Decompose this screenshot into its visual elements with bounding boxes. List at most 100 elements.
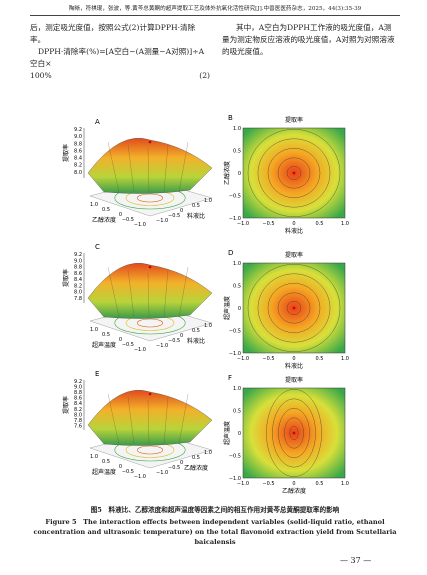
y-tick-label: 0 [180,460,183,466]
x-tick-label: −0.5 [262,221,274,227]
contour-line [247,129,341,217]
y-tick-label: 1.0 [233,386,241,392]
mesh-line [107,141,120,193]
z-label: 提取率 [62,396,70,414]
surface [87,262,213,319]
caption-en: Figure 5 The interaction effects between… [33,518,397,546]
y-tick-label: 1.0 [204,450,212,456]
body-right: 其中，A空白为DPPH工作液的吸光度值，A测量为测定物反应溶液的吸光度值，A对照… [222,23,395,56]
contour-title: 提取率 [285,376,303,384]
contour-title: 提取率 [285,251,303,259]
x-axis-label: 料液比 [285,362,303,370]
x-axis-label: 乙醇浓度 [282,487,306,495]
contour-line [247,264,341,352]
x-axis-label: 超声温度 [92,468,116,476]
x-tick-label: 1.0 [90,454,98,460]
contour-line [284,417,304,449]
design-point [148,392,152,396]
contour-line [257,273,331,343]
y-tick-label: 0.5 [233,284,241,290]
panel-letter: F [228,374,232,382]
x-tick-label: 0 [119,337,122,343]
y-tick-label: 0.5 [233,409,241,415]
floor-contour [136,445,164,455]
running-header: 陶晰，符祺琨，张波，等.黄芩总黄酮的超声提取工艺及体外抗氧化活性研究[J].中兽… [30,4,400,16]
z-tick-label: 8.4 [74,277,82,283]
y-tick-label: 0.5 [192,455,200,461]
y-tick-label: 0 [238,171,241,177]
x-tick-label: 1.0 [341,481,349,487]
y-tick-label: 0 [180,208,183,214]
z-tick-label: 8.2 [74,283,82,289]
y-tick-label: −0.5 [168,213,180,219]
y-axis-label: 料液比 [187,337,205,345]
x-tick-label: 1.0 [90,202,98,208]
z-label: 提取率 [62,144,70,162]
z-tick-label: 9.2 [74,252,82,258]
x-tick-label: −1.0 [237,481,249,487]
mesh-line [147,147,150,193]
mesh-line [107,266,120,318]
mesh-line [107,393,120,445]
contour-title: 提取率 [285,116,303,124]
contour-line [286,301,302,315]
x-tick-label: 0 [119,212,122,218]
y-tick-label: 0.5 [233,149,241,155]
design-point [292,431,296,435]
y-tick-label: −0.5 [229,329,241,335]
design-point [148,140,152,144]
mesh-line [163,396,169,445]
panel-letter: C [95,243,100,251]
contour-line [257,138,331,208]
mesh-line [147,272,150,318]
contour-line [289,426,299,440]
panel-letter: A [95,118,100,126]
z-tick-label: 7.8 [74,418,82,424]
mesh-line [147,399,150,445]
body-left: 后，测定吸光度值，按照公式(2)计算DPPH·清除率。 DPPH·清除率(%)=… [30,22,210,82]
text-line: 后，测定吸光度值，按照公式(2)计算DPPH·清除率。 [30,23,196,44]
equation: DPPH·清除率(%)=[A空白−(A测量−A对照)]÷A空白× [30,47,205,68]
y-axis-label: 乙醇浓度 [184,464,208,472]
y-tick-label: 0 [180,333,183,339]
x-tick-label: 1.0 [341,356,349,362]
x-tick-label: 0 [119,464,122,470]
y-tick-label: 0.5 [192,328,200,334]
mesh-line [127,144,135,193]
z-tick-label: 8.6 [74,148,82,154]
y-tick-label: 1.0 [233,261,241,267]
y-tick-label: −0.5 [229,454,241,460]
z-tick-label: 8.2 [74,163,82,169]
y-tick-label: 1.0 [204,198,212,204]
x-tick-label: 0.5 [102,207,110,213]
surface [87,389,213,446]
z-tick-label: 8.6 [74,271,82,277]
z-tick-label: 8.8 [74,265,82,271]
y-tick-label: 0.5 [192,203,200,209]
mesh-line [163,144,169,193]
y-axis-label: 乙醇浓度 [223,161,231,185]
z-tick-label: 8.2 [74,407,82,413]
equation-number: (2) [199,71,210,80]
z-tick-label: 8.6 [74,396,82,402]
x-axis-label: 料液比 [285,227,303,235]
contour-line [266,389,322,477]
x-tick-label: −0.5 [262,481,274,487]
y-axis-label: 料液比 [187,212,205,220]
z-tick-label: 9.2 [74,379,82,385]
panel-letter: E [95,370,99,378]
x-tick-label: −1.0 [237,356,249,362]
y-tick-label: −1.0 [156,343,168,349]
x-tick-label: 1.0 [90,327,98,333]
x-tick-label: −0.5 [122,342,134,348]
panel-letter: B [228,114,233,122]
y-tick-label: −0.5 [168,338,180,344]
panel-letter: D [228,249,233,257]
y-tick-label: 0 [238,431,241,437]
z-label: 提取率 [62,269,70,287]
y-axis-label: 超声温度 [223,421,231,445]
contour-line [277,157,311,189]
contour-line [278,408,310,458]
